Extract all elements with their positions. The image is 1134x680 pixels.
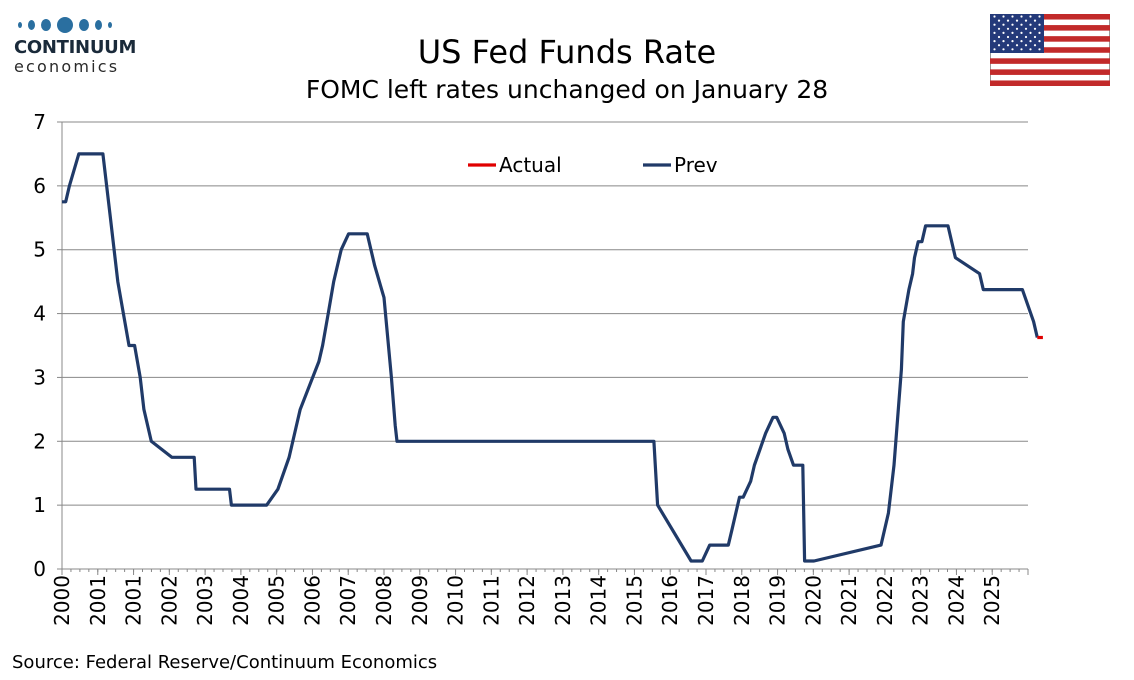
x-tick-label: 2011 <box>479 575 503 626</box>
chart-subtitle: FOMC left rates unchanged on January 28 <box>305 75 829 104</box>
y-tick-label: 1 <box>33 493 46 517</box>
x-tick-label: 2019 <box>766 575 790 626</box>
x-tick-label: 2018 <box>730 575 754 626</box>
x-tick-label: 2023 <box>909 575 933 626</box>
x-tick-label: 2002 <box>157 575 181 626</box>
logo-wordmark: CONTINUUM <box>14 37 137 58</box>
x-tick-label: 2022 <box>873 575 897 626</box>
y-tick-label: 4 <box>33 302 46 326</box>
source-note: Source: Federal Reserve/Continuum Econom… <box>12 652 438 673</box>
y-tick-label: 5 <box>33 238 46 262</box>
x-tick-label: 2001 <box>86 575 110 626</box>
y-tick-label: 7 <box>33 110 46 134</box>
x-tick-label: 2001 <box>122 575 146 626</box>
x-tick-label: 2000 <box>50 575 74 626</box>
x-tick-label: 2005 <box>265 575 289 626</box>
legend-label-actual: Actual <box>499 153 562 177</box>
x-tick-label: 2010 <box>444 575 468 626</box>
logo-tagline: economics <box>14 57 120 76</box>
x-tick-label: 2009 <box>408 575 432 626</box>
x-tick-label: 2012 <box>515 575 539 626</box>
y-tick-label: 6 <box>33 174 46 198</box>
x-tick-label: 2025 <box>980 575 1004 626</box>
y-tick-label: 0 <box>33 557 46 581</box>
x-tick-label: 2016 <box>658 575 682 626</box>
x-tick-label: 2007 <box>336 575 360 626</box>
series-line-prev <box>62 152 1039 563</box>
legend-label-prev: Prev <box>674 153 718 177</box>
x-tick-label: 2008 <box>372 575 396 626</box>
x-tick-label: 2006 <box>300 575 324 626</box>
chart-title: US Fed Funds Rate <box>417 33 717 71</box>
logo-dots-icon <box>18 14 144 36</box>
x-tick-label: 2020 <box>801 575 825 626</box>
x-tick-label: 2024 <box>944 575 968 626</box>
us-flag-icon <box>990 14 1110 86</box>
x-tick-label: 2003 <box>193 575 217 626</box>
x-tick-label: 2017 <box>694 575 718 626</box>
x-tick-label: 2021 <box>837 575 861 626</box>
x-tick-label: 2015 <box>622 575 646 626</box>
y-tick-label: 3 <box>33 365 46 389</box>
x-tick-label: 2014 <box>587 575 611 626</box>
x-tick-label: 2004 <box>229 575 253 626</box>
continuum-economics-logo: CONTINUUM economics <box>14 14 144 84</box>
y-tick-label: 2 <box>33 429 46 453</box>
x-tick-label: 2013 <box>551 575 575 626</box>
